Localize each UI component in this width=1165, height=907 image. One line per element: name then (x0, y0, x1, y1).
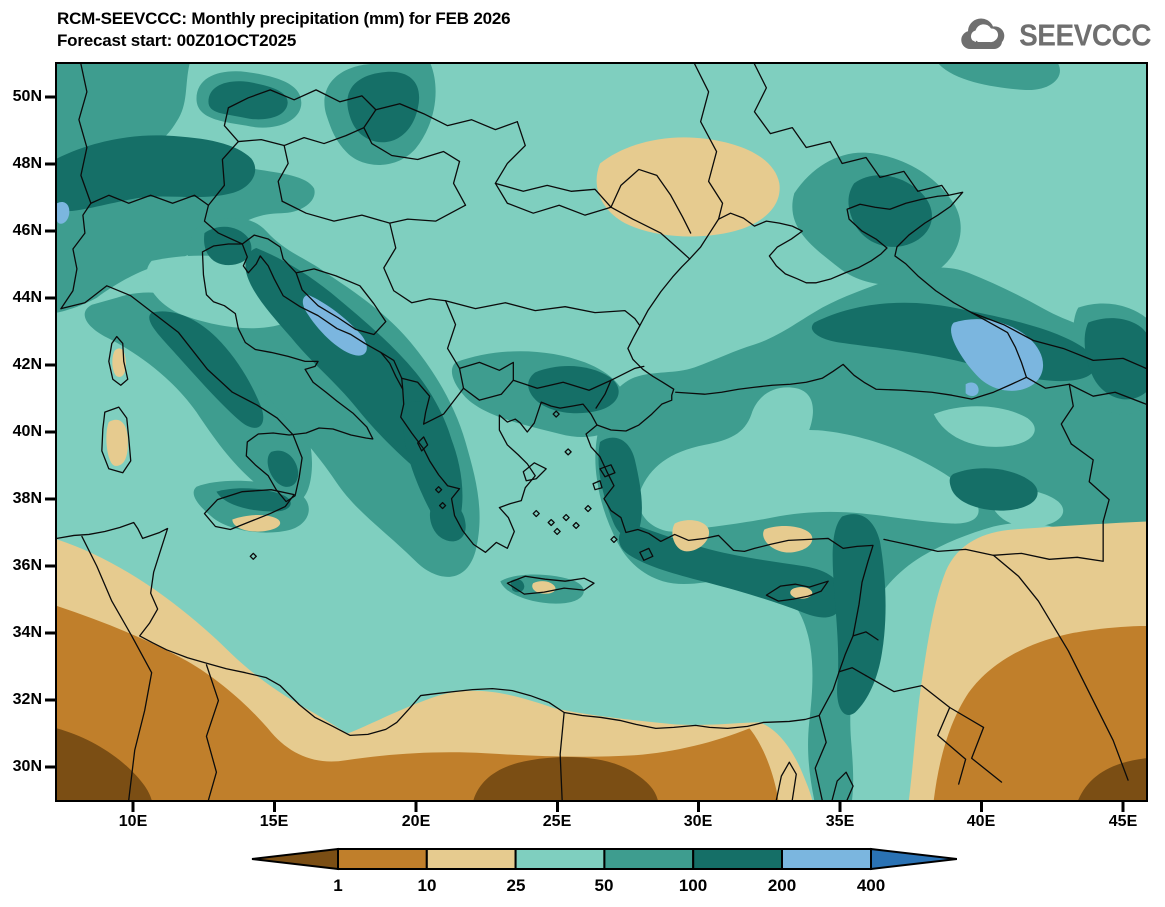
page-title: RCM-SEEVCCC: Monthly precipitation (mm) … (57, 9, 511, 28)
colorbar-label: 25 (506, 876, 526, 895)
logo-chevron: » (972, 35, 979, 50)
forecast-start-subtitle: Forecast start: 00Z01OCT2025 (57, 31, 297, 50)
seevccc-logo: » SEEVCCC (958, 16, 1151, 56)
colorbar-segment (337, 848, 428, 870)
x-axis-label: 25E (542, 813, 572, 830)
colorbar-segment (692, 848, 784, 870)
colorbar-label: 50 (594, 876, 614, 895)
y-axis-label: 48N (12, 155, 42, 172)
y-axis-label: 32N (12, 691, 42, 708)
y-axis-label: 46N (12, 222, 42, 239)
y-axis-label: 34N (12, 624, 42, 641)
x-axis-label: 30E (683, 813, 713, 830)
country-borders (60, 64, 1146, 800)
x-axis-label: 15E (259, 813, 289, 830)
colorbar-arrow-right (870, 847, 957, 871)
y-axis-label: 42N (12, 356, 42, 373)
precipitation-map (57, 64, 1146, 800)
x-axis-tick-marks (55, 802, 1148, 812)
colorbar-label: 400 (856, 876, 886, 895)
y-axis-label: 40N (12, 423, 42, 440)
x-axis-label: 20E (401, 813, 431, 830)
colorbar-label: 100 (678, 876, 708, 895)
colorbar-label: 1 (333, 876, 343, 895)
y-axis-label: 38N (12, 490, 42, 507)
colorbar-segment (781, 848, 872, 870)
y-axis-label: 44N (12, 289, 42, 306)
colorbar-segment (514, 848, 606, 870)
x-axis-label: 35E (825, 813, 855, 830)
colorbar-label: 10 (417, 876, 437, 895)
colorbar-segment (425, 848, 517, 870)
y-axis-label: 36N (12, 557, 42, 574)
colorbar-segment (603, 848, 695, 870)
precip-region-1-10 (57, 606, 1146, 800)
coastlines (57, 191, 1028, 736)
cloud-logo-icon: » (961, 18, 1005, 50)
x-axis-label: 10E (118, 813, 148, 830)
map-canvas (55, 62, 1148, 802)
y-axis-label: 50N (12, 88, 42, 105)
colorbar-label: 200 (767, 876, 797, 895)
colorbar (251, 847, 957, 871)
x-axis-label: 45E (1108, 813, 1138, 830)
precip-region-lt1 (57, 728, 1146, 800)
precip-region-25-50-holes (146, 255, 1064, 532)
y-axis-label: 30N (12, 758, 42, 775)
precip-region-200-400 (57, 201, 1044, 397)
x-axis-label: 40E (966, 813, 996, 830)
y-axis-tick-marks (45, 62, 55, 802)
colorbar-arrow-left (251, 847, 339, 871)
logo-text: SEEVCCC (1019, 18, 1151, 53)
